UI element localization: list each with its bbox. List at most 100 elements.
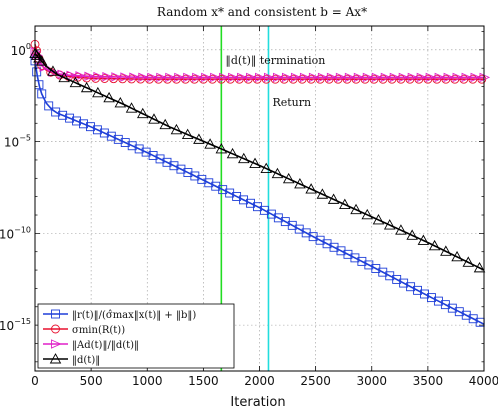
y-axis: 100 10−5 10−10 10−15: [0, 31, 484, 363]
series-marker-0: [120, 138, 130, 148]
x-axis: 0 500 1000 1500 2000 2500 3000 3500 4000: [31, 26, 498, 388]
series-marker-2: [281, 72, 293, 83]
series-marker-3: [204, 138, 216, 149]
series-marker-2: [335, 72, 347, 83]
x-tick-label: 3500: [413, 374, 444, 388]
series-marker-2: [389, 72, 401, 83]
legend: ‖r(t)‖/(σ̂max‖x(t)‖ + ‖b‖) σmin(R(t)) ‖Ad(…: [37, 303, 235, 369]
series-marker-3: [125, 102, 138, 113]
series-line-0: [34, 60, 485, 325]
series-marker-3: [361, 208, 374, 220]
legend-entry: ‖d(t)‖: [43, 353, 100, 366]
series-marker-2: [353, 72, 365, 83]
series-marker-0: [322, 239, 332, 249]
series-marker-2: [201, 72, 212, 83]
series-marker-3: [47, 65, 59, 76]
annotation-return: Return: [272, 96, 311, 109]
chart-title: Random x* and consistent b = Ax*: [157, 5, 367, 19]
series-marker-3: [80, 81, 93, 93]
series-marker-0: [190, 171, 200, 181]
series-marker-3: [406, 229, 418, 240]
series-marker-2: [174, 72, 185, 83]
series-marker-0: [232, 191, 242, 201]
x-tick-label: 1500: [188, 374, 219, 388]
x-tick-label: 2000: [244, 374, 275, 388]
series-marker-0: [106, 131, 116, 141]
y-tick-label: 10−10: [0, 225, 31, 241]
series-marker-0: [218, 185, 228, 195]
series-marker-0: [350, 253, 360, 263]
series-marker-0: [336, 246, 346, 256]
series-marker-2: [255, 72, 266, 83]
series-marker-0: [113, 134, 123, 144]
series-marker-0: [343, 249, 353, 259]
series-marker-0: [44, 101, 54, 111]
series-marker-0: [239, 195, 249, 205]
legend-marker: [51, 324, 60, 334]
series-marker-2: [317, 72, 329, 83]
series-marker-2: [290, 72, 302, 83]
series-marker-2: [452, 72, 464, 83]
legend-entry: ‖Ad(t)‖/‖d(t)‖: [43, 339, 139, 351]
series-marker-3: [148, 113, 160, 124]
x-tick-label: 3000: [356, 374, 387, 388]
legend-entry: σmin(R(t)): [43, 324, 125, 336]
series-marker-2: [344, 72, 356, 83]
legend-marker: [51, 339, 62, 349]
y-tick-label: 10−15: [0, 317, 31, 333]
series-marker-0: [468, 314, 478, 324]
series-marker-0: [315, 235, 325, 245]
annotation-termination: ‖d(t)‖ termination: [225, 54, 325, 68]
series-marker-3: [417, 234, 430, 245]
series-marker-3: [249, 157, 261, 168]
series-marker-2: [93, 71, 104, 82]
series-marker-3: [58, 71, 70, 83]
series-marker-2: [398, 72, 410, 83]
series-marker-3: [69, 76, 82, 88]
series-marker-2: [461, 72, 473, 83]
y-tick-label: 100: [11, 42, 31, 58]
series-marker-2: [66, 70, 78, 81]
series-marker-3: [350, 203, 362, 215]
series-marker-2: [165, 72, 176, 83]
x-tick-label: 500: [80, 374, 103, 388]
series-marker-0: [204, 178, 214, 188]
series-marker-3: [428, 239, 441, 251]
series-marker-3: [372, 214, 385, 225]
series-marker-2: [228, 72, 239, 83]
legend-box: [37, 303, 235, 369]
series-marker-3: [339, 198, 351, 209]
series-marker-0: [148, 151, 158, 160]
series-layer: [29, 39, 491, 327]
series-marker-0: [197, 174, 207, 184]
legend-label: ‖d(t)‖: [72, 355, 100, 366]
series-marker-3: [114, 96, 127, 108]
series-marker-3: [238, 152, 250, 164]
series-marker-0: [86, 122, 95, 132]
series-marker-2: [147, 72, 158, 83]
series-marker-3: [473, 261, 486, 273]
series-marker-3: [395, 224, 407, 235]
series-marker-2: [470, 72, 482, 83]
series-marker-2: [129, 72, 140, 82]
series-marker-3: [451, 250, 463, 262]
series-3: [29, 47, 486, 273]
series-marker-2: [120, 72, 131, 82]
series-marker-3: [282, 172, 295, 184]
series-marker-3: [35, 55, 48, 66]
series-marker-3: [440, 245, 452, 256]
series-marker-0: [72, 116, 81, 126]
series-marker-0: [427, 293, 436, 303]
series-line-3: [34, 53, 485, 271]
series-marker-0: [176, 164, 186, 174]
series-marker-2: [443, 72, 455, 83]
series-marker-2: [434, 72, 446, 83]
series-marker-0: [461, 310, 471, 320]
series-marker-2: [75, 71, 87, 81]
x-axis-label: Iteration: [230, 395, 285, 410]
legend-marker: [51, 309, 60, 319]
series-marker-0: [246, 198, 255, 208]
legend-label: ‖r(t)‖/(σ̂max‖x(t)‖ + ‖b‖): [72, 310, 196, 321]
series-marker-3: [226, 147, 239, 159]
